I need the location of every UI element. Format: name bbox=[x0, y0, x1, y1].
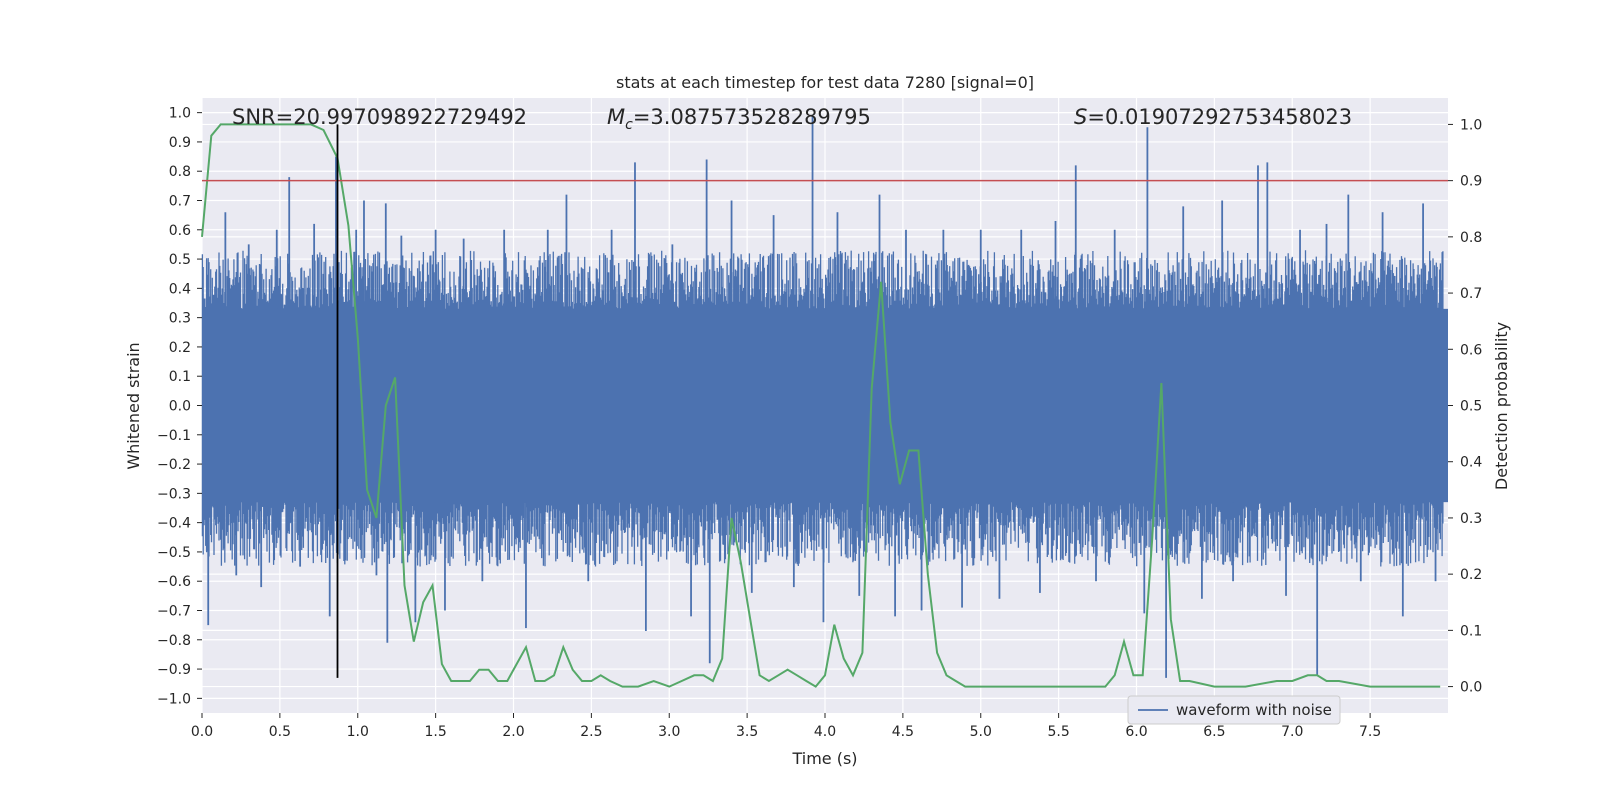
s-symbol: S bbox=[1074, 105, 1087, 129]
x-tick-label: 2.5 bbox=[580, 724, 602, 740]
x-tick-label: 3.0 bbox=[658, 724, 680, 740]
x-tick-label: 0.0 bbox=[191, 724, 213, 740]
x-tick-label: 3.5 bbox=[736, 724, 758, 740]
x-tick-label: 7.0 bbox=[1281, 724, 1303, 740]
waveform-noise-strokes bbox=[201, 250, 1444, 567]
chart-title: stats at each timestep for test data 728… bbox=[616, 73, 1034, 92]
chirp-mass-subscript: c bbox=[625, 117, 633, 133]
x-tick-label: 4.5 bbox=[892, 724, 914, 740]
legend: waveform with noise bbox=[1127, 695, 1341, 725]
chirp-mass-annotation: Mc=3.087573528289795 bbox=[607, 105, 871, 133]
x-tick-label: 5.5 bbox=[1047, 724, 1069, 740]
y2-tick-label: 0.5 bbox=[1460, 399, 1482, 415]
y-tick-label: −0.1 bbox=[157, 428, 191, 444]
y2-tick-label: 0.1 bbox=[1460, 623, 1482, 639]
y-tick-label: −0.4 bbox=[157, 516, 191, 532]
y2-tick-label: 0.0 bbox=[1460, 680, 1482, 696]
y-tick-label: −0.9 bbox=[157, 662, 191, 678]
y-tick-label: 0.3 bbox=[169, 311, 191, 327]
x-tick-label: 1.5 bbox=[424, 724, 446, 740]
x-tick-label: 6.5 bbox=[1203, 724, 1225, 740]
x-tick-label: 2.0 bbox=[502, 724, 524, 740]
y-tick-label: 0.8 bbox=[169, 164, 191, 180]
s-value: =0.01907292753458023 bbox=[1087, 105, 1352, 129]
y-tick-label: 0.9 bbox=[169, 135, 191, 151]
y-tick-label: −0.6 bbox=[157, 574, 191, 590]
reference-lines bbox=[202, 124, 1448, 678]
y2-tick-label: 0.7 bbox=[1460, 286, 1482, 302]
waveform-series bbox=[201, 115, 1448, 678]
y2-tick-label: 0.4 bbox=[1460, 455, 1482, 471]
s-annotation: S=0.01907292753458023 bbox=[1074, 105, 1352, 129]
chirp-mass-symbol: M bbox=[607, 105, 625, 129]
y2-tick-label: 0.2 bbox=[1460, 567, 1482, 583]
y-tick-label: 0.5 bbox=[169, 252, 191, 268]
x-tick-label: 5.0 bbox=[970, 724, 992, 740]
legend-label-waveform: waveform with noise bbox=[1176, 701, 1332, 719]
snr-annotation: SNR=20.997098922729492 bbox=[232, 105, 527, 129]
y-tick-label: −0.7 bbox=[157, 604, 191, 620]
chirp-mass-value: =3.087573528289795 bbox=[633, 105, 871, 129]
y-tick-label: −0.5 bbox=[157, 545, 191, 561]
y2-tick-label: 0.3 bbox=[1460, 511, 1482, 527]
x-tick-label: 0.5 bbox=[269, 724, 291, 740]
y-tick-label: −1.0 bbox=[157, 691, 191, 707]
x-tick-label: 7.5 bbox=[1359, 724, 1381, 740]
probability-line bbox=[201, 123, 1441, 688]
x-tick-label: 1.0 bbox=[347, 724, 369, 740]
y-tick-label: 0.1 bbox=[169, 369, 191, 385]
y2-tick-label: 1.0 bbox=[1460, 117, 1482, 133]
x-axis-label: Time (s) bbox=[791, 749, 857, 768]
y2-tick-label: 0.9 bbox=[1460, 174, 1482, 190]
y-tick-label: 0.0 bbox=[169, 399, 191, 415]
probability-series bbox=[201, 123, 1441, 688]
x-tick-label: 6.0 bbox=[1125, 724, 1147, 740]
y2-tick-label: 0.8 bbox=[1460, 230, 1482, 246]
legend-box bbox=[1127, 695, 1341, 725]
x-tick-label: 4.0 bbox=[814, 724, 836, 740]
y-axis-label: Whitened strain bbox=[124, 342, 143, 469]
y-tick-label: −0.8 bbox=[157, 633, 191, 649]
y2-tick-label: 0.6 bbox=[1460, 342, 1482, 358]
y2-axis-label: Detection probability bbox=[1492, 322, 1511, 490]
y-tick-label: 1.0 bbox=[169, 106, 191, 122]
y-tick-label: 0.7 bbox=[169, 194, 191, 210]
y-tick-label: −0.3 bbox=[157, 486, 191, 502]
y-tick-label: 0.2 bbox=[169, 340, 191, 356]
tick-labels: 0.0 0.5 1.0 1.5 2.0 2.5 3.0 3.5 4.0 4.5 5.0 5.5 6.0 6… bbox=[157, 106, 1482, 740]
y-tick-label: 0.6 bbox=[169, 223, 191, 239]
y-tick-label: −0.2 bbox=[157, 457, 191, 473]
y-tick-label: 0.4 bbox=[169, 281, 191, 297]
